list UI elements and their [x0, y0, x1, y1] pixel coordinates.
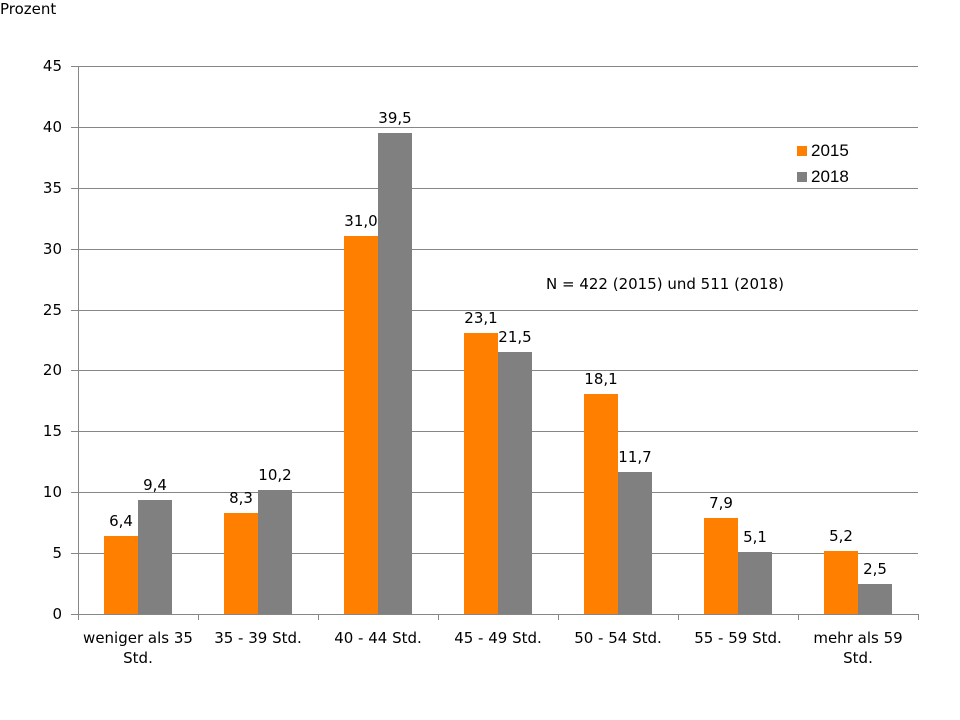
gridline — [71, 127, 918, 128]
data-label: 39,5 — [378, 109, 412, 127]
x-category-label-line: 55 - 59 Std. — [694, 629, 782, 647]
x-category-label-line: 45 - 49 Std. — [454, 629, 542, 647]
bar-2018-1 — [258, 490, 292, 614]
data-label: 7,9 — [709, 494, 733, 512]
y-axis-title: Prozent — [0, 0, 57, 18]
gridline — [71, 66, 918, 67]
y-tick-label: 0 — [52, 605, 62, 623]
x-category-label-line: Std. — [843, 649, 873, 667]
data-label: 5,2 — [829, 527, 853, 545]
data-label: 8,3 — [229, 489, 253, 507]
y-tick-label: 30 — [42, 240, 62, 258]
x-category-label-line: Std. — [123, 649, 153, 667]
gridline — [71, 188, 918, 189]
x-category-label: weniger als 35 Std. — [78, 628, 198, 668]
bar-2018-3 — [498, 352, 532, 614]
gridline — [71, 310, 918, 311]
x-category-label-line: weniger als 35 — [83, 629, 193, 647]
gridline — [71, 614, 918, 615]
data-label: 5,1 — [743, 528, 767, 546]
x-category-label-line: mehr als 59 — [813, 629, 903, 647]
legend-label: 2015 — [811, 141, 849, 160]
x-category-label: 35 - 39 Std. — [198, 628, 318, 648]
bar-2018-6 — [858, 584, 892, 614]
y-tick-label: 40 — [42, 118, 62, 136]
data-label: 31,0 — [344, 212, 378, 230]
bar-2015-5 — [704, 518, 738, 614]
bar-2018-5 — [738, 552, 772, 614]
data-label: 2,5 — [863, 560, 887, 578]
x-category-label-line: 35 - 39 Std. — [214, 629, 302, 647]
y-tick-label: 45 — [42, 57, 62, 75]
x-category-label: 45 - 49 Std. — [438, 628, 558, 648]
legend-swatch-icon — [797, 146, 807, 156]
data-label: 18,1 — [584, 370, 618, 388]
x-category-label: 55 - 59 Std. — [678, 628, 798, 648]
y-tick-label: 35 — [42, 179, 62, 197]
bar-2015-0 — [104, 536, 138, 614]
bar-2018-0 — [138, 500, 172, 614]
y-tick-label: 15 — [42, 422, 62, 440]
x-tick-mark — [318, 614, 319, 620]
y-axis-line — [78, 66, 79, 620]
bar-2015-1 — [224, 513, 258, 614]
y-tick-label: 5 — [52, 544, 62, 562]
bar-2015-4 — [584, 394, 618, 614]
legend-swatch-icon — [797, 172, 807, 182]
legend-item-2015: 2015 — [797, 138, 849, 164]
x-tick-mark — [438, 614, 439, 620]
legend-label: 2018 — [811, 167, 849, 186]
y-tick-label: 10 — [42, 483, 62, 501]
x-tick-mark — [198, 614, 199, 620]
x-tick-mark — [678, 614, 679, 620]
bar-2015-3 — [464, 333, 498, 614]
bar-chart: Prozent 0 5 10 15 20 25 30 35 40 45 6,4 9,4 8,3 10,2… — [0, 0, 960, 667]
bar-2015-6 — [824, 551, 858, 614]
x-tick-mark — [558, 614, 559, 620]
sample-size-annotation: N = 422 (2015) und 511 (2018) — [546, 275, 784, 293]
legend-item-2018: 2018 — [797, 164, 849, 190]
x-tick-mark — [918, 614, 919, 620]
data-label: 10,2 — [258, 466, 292, 484]
x-category-label-line: 40 - 44 Std. — [334, 629, 422, 647]
x-tick-mark — [798, 614, 799, 620]
x-category-label: 50 - 54 Std. — [558, 628, 678, 648]
data-label: 21,5 — [498, 328, 532, 346]
bar-2018-2 — [378, 133, 412, 614]
legend: 2015 2018 — [797, 138, 849, 190]
data-label: 9,4 — [143, 476, 167, 494]
y-tick-label: 20 — [42, 361, 62, 379]
x-category-label: 40 - 44 Std. — [318, 628, 438, 648]
data-label: 23,1 — [464, 309, 498, 327]
bar-2018-4 — [618, 472, 652, 614]
data-label: 6,4 — [109, 512, 133, 530]
x-category-label-line: 50 - 54 Std. — [574, 629, 662, 647]
data-label: 11,7 — [618, 448, 652, 466]
gridline — [71, 249, 918, 250]
bar-2015-2 — [344, 236, 378, 614]
y-tick-label: 25 — [42, 301, 62, 319]
x-category-label: mehr als 59 Std. — [798, 628, 918, 668]
